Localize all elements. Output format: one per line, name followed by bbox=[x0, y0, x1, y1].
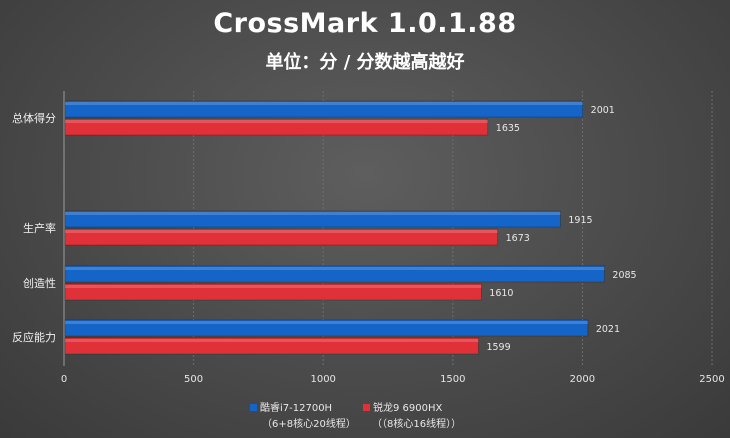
data-label-series-2-2: 1610 bbox=[489, 288, 513, 299]
data-label-series-1-3: 2021 bbox=[596, 324, 620, 335]
bar-highlight-series-2-3 bbox=[65, 339, 479, 342]
bar-highlight-series-2-1 bbox=[65, 230, 498, 233]
x-tick-label-2000: 2000 bbox=[570, 374, 595, 385]
data-label-series-2-0: 1635 bbox=[496, 123, 520, 134]
x-tick-label-2500: 2500 bbox=[699, 374, 724, 385]
x-tick-label-0: 0 bbox=[61, 374, 67, 385]
bar-highlight-series-1-2 bbox=[65, 267, 605, 270]
legend-sub-series-2: （（8核心16线程）） bbox=[372, 419, 462, 430]
data-label-series-1-0: 2001 bbox=[591, 105, 615, 116]
bar-series-1-2 bbox=[64, 265, 605, 283]
legend-label-series-1: 酷睿i7-12700H bbox=[260, 403, 333, 414]
legend-swatch-series-1 bbox=[250, 404, 257, 411]
y-category-label-1: 生产率 bbox=[23, 221, 56, 235]
bar-series-2-0 bbox=[64, 118, 489, 136]
x-tick-label-500: 500 bbox=[184, 374, 203, 385]
bar-series-2-1 bbox=[64, 228, 498, 246]
data-label-series-2-3: 1599 bbox=[486, 342, 510, 353]
x-tick-label-1000: 1000 bbox=[310, 374, 335, 385]
legend-swatch-series-2 bbox=[363, 404, 370, 411]
legend-label-series-2: 锐龙9 6900HX bbox=[373, 403, 443, 414]
data-label-series-1-2: 2085 bbox=[612, 270, 636, 281]
bar-series-1-0 bbox=[64, 100, 583, 118]
legend-sub-series-1: （6+8核心20线程） bbox=[262, 419, 356, 430]
bar-highlight-series-1-0 bbox=[65, 102, 583, 105]
bar-highlight-series-1-1 bbox=[65, 212, 561, 215]
bar-highlight-series-2-2 bbox=[65, 285, 482, 288]
data-label-series-1-1: 1915 bbox=[568, 215, 592, 226]
bar-highlight-series-1-3 bbox=[65, 321, 588, 324]
y-category-label-3: 反应能力 bbox=[12, 330, 56, 344]
data-label-series-2-1: 1673 bbox=[506, 233, 530, 244]
chart-subtitle: 单位：分 / 分数越高越好 bbox=[265, 52, 465, 73]
bar-series-2-2 bbox=[64, 283, 482, 301]
y-category-label-0: 总体得分 bbox=[12, 111, 56, 125]
chart-title: CrossMark 1.0.1.88 bbox=[213, 8, 517, 39]
legend: 酷睿i7-12700H （6+8核心20线程） 锐龙9 6900HX （（8核心… bbox=[0, 399, 730, 433]
bar-series-1-3 bbox=[64, 319, 589, 337]
bar-series-1-1 bbox=[64, 210, 561, 228]
x-tick-label-1500: 1500 bbox=[440, 374, 465, 385]
y-category-label-2: 创造性 bbox=[23, 276, 56, 290]
bar-highlight-series-2-0 bbox=[65, 120, 488, 123]
legend-item-series-2: 锐龙9 6900HX bbox=[363, 399, 442, 414]
bar-series-2-3 bbox=[64, 337, 479, 355]
legend-item-series-1: 酷睿i7-12700H bbox=[250, 399, 332, 414]
